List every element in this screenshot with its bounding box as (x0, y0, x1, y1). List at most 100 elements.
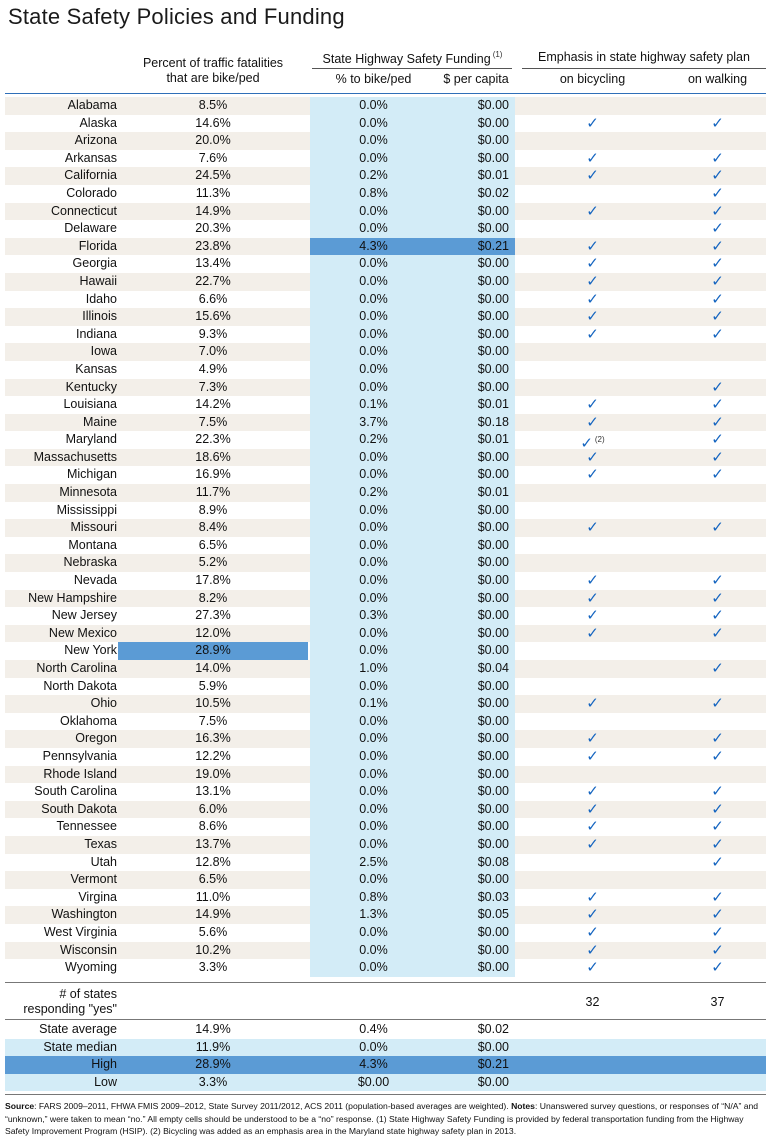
stats-label: State median (43, 1039, 117, 1054)
state-name: Oklahoma (60, 713, 117, 728)
stats-pct: 28.9% (195, 1057, 231, 1071)
funding-band (310, 132, 515, 150)
pct-bikeped-cell: 0.0% (359, 643, 388, 658)
bicycling-check-value: ✓ (586, 572, 599, 590)
state-name: Pennsylvania (42, 748, 117, 763)
table-row: Massachusetts 18.6% 0.0% $0.00 ✓ ✓ (0, 448, 770, 467)
per-capita-cell: $0.00 (477, 203, 509, 218)
bicycling-check-icon (515, 343, 670, 361)
bicycling-check-icon (515, 871, 670, 889)
bicycling-check-value: ✓ (586, 167, 599, 185)
state-name: Indiana (75, 326, 117, 341)
per-capita-cell: $0.00 (477, 625, 509, 640)
state-name: Arizona (74, 133, 117, 148)
bicycling-check-icon: ✓ (2) (515, 431, 670, 452)
table-row: Washington 14.9% 1.3% $0.05 ✓ ✓ (0, 906, 770, 924)
bicycling-check-icon: ✓ (515, 466, 670, 484)
walking-check-icon: ✓ (670, 431, 765, 449)
pct-bikeped-cell: 3.7% (359, 414, 388, 429)
bicycling-check-icon: ✓ (515, 115, 670, 133)
per-capita-cell: $0.00 (477, 133, 509, 148)
bicycling-check-value: ✓ (586, 783, 599, 801)
stats-band (5, 1038, 766, 1056)
pct-fatalities-cell: 12.8% (195, 854, 231, 869)
per-capita-cell: $0.03 (477, 889, 509, 904)
pct-bikeped-cell: 0.0% (359, 801, 388, 816)
pct-fatalities-cell: 5.9% (198, 678, 228, 693)
walking-check-icon: ✓ (670, 959, 765, 977)
funding-band (310, 448, 515, 467)
bicycling-check-value: ✓ (586, 448, 599, 466)
funding-band (310, 220, 515, 238)
walking-check-icon: ✓ (670, 889, 765, 907)
pct-bikeped-cell: 0.0% (359, 836, 388, 851)
pct-fatalities-cell: 16.3% (195, 731, 231, 746)
pct-bikeped-cell: 0.0% (359, 133, 388, 148)
bicycling-check-icon: ✓ (515, 783, 670, 801)
stats-pct: 14.9% (195, 1022, 231, 1036)
walking-check-value: ✓ (711, 308, 724, 326)
pct-fatalities-cell: 8.4% (198, 520, 228, 535)
high-highlight (118, 642, 308, 660)
walking-check-value: ✓ (711, 255, 724, 273)
per-capita-cell: $0.21 (477, 238, 509, 253)
stats-label: State average (39, 1022, 117, 1036)
state-name: New Hampshire (28, 590, 117, 605)
funding-band (310, 783, 515, 801)
pct-bikeped-cell: 4.3% (359, 238, 388, 253)
pct-bikeped-cell: 0.0% (359, 573, 388, 588)
pct-fatalities-cell: 6.0% (198, 801, 228, 816)
state-name: Washington (51, 907, 117, 922)
table-row: Alabama 8.5% 0.0% $0.00 (0, 97, 770, 115)
per-capita-cell: $0.00 (477, 449, 509, 464)
walking-check-icon: ✓ (670, 396, 765, 414)
pct-bikeped-cell: 0.0% (359, 309, 388, 324)
funding-band (310, 712, 515, 731)
pct-fatalities-cell: 18.6% (195, 449, 231, 464)
table-row: Maryland 22.3% 0.2% $0.01 ✓ (2) ✓ (0, 431, 770, 452)
pct-fatalities-cell: 6.6% (198, 291, 228, 306)
bicycling-check-icon: ✓ (515, 203, 670, 221)
bicycling-check-value: ✓ (586, 466, 599, 484)
per-capita-cell: $0.00 (477, 309, 509, 324)
state-name: Iowa (90, 344, 117, 359)
funding-band (310, 202, 515, 221)
state-name: Maryland (65, 432, 117, 447)
walking-check-icon: ✓ (670, 115, 765, 133)
bicycling-check-icon: ✓ (515, 695, 670, 713)
yes-count-label: # of states responding "yes" (0, 987, 117, 1017)
table-row: New Jersey 27.3% 0.3% $0.00 ✓ ✓ (0, 607, 770, 625)
pct-bikeped-cell: 0.0% (359, 766, 388, 781)
funding-band (310, 413, 515, 432)
state-name: Tennessee (56, 819, 117, 834)
bicycling-check-value: ✓ (586, 923, 599, 941)
pct-fatalities-cell: 10.2% (195, 942, 231, 957)
funding-band (310, 484, 515, 502)
walking-check-icon: ✓ (670, 607, 765, 625)
pct-bikeped-cell: 0.0% (359, 520, 388, 535)
funding-band (310, 660, 515, 678)
per-capita-cell: $0.01 (477, 397, 509, 412)
stats-top-rule (5, 1019, 766, 1020)
walking-check-icon: ✓ (670, 519, 765, 537)
stats-bikeped: 0.4% (359, 1022, 388, 1036)
pct-fatalities-cell: 8.9% (198, 502, 228, 517)
state-name: Kansas (75, 361, 117, 376)
notes-label: Notes (511, 1101, 535, 1111)
pct-fatalities-cell: 20.3% (195, 221, 231, 236)
table-row: Virgina 11.0% 0.8% $0.03 ✓ ✓ (0, 888, 770, 907)
walking-check-value: ✓ (711, 325, 724, 343)
page-title: State Safety Policies and Funding (8, 4, 345, 29)
table-row: Colorado 11.3% 0.8% $0.02 ✓ (0, 184, 770, 203)
walking-check-icon: ✓ (670, 203, 765, 221)
stats-percap: $0.21 (477, 1057, 509, 1071)
walking-check-icon: ✓ (670, 291, 765, 309)
bicycling-check-icon: ✓ (515, 414, 670, 432)
pct-bikeped-cell: 0.0% (359, 449, 388, 464)
funding-band (310, 149, 515, 168)
bicycling-check-icon (515, 220, 670, 238)
table-row: North Carolina 14.0% 1.0% $0.04 ✓ (0, 660, 770, 678)
bicycling-check-icon: ✓ (515, 273, 670, 291)
walking-check-icon (670, 678, 765, 696)
funding-band (310, 343, 515, 361)
